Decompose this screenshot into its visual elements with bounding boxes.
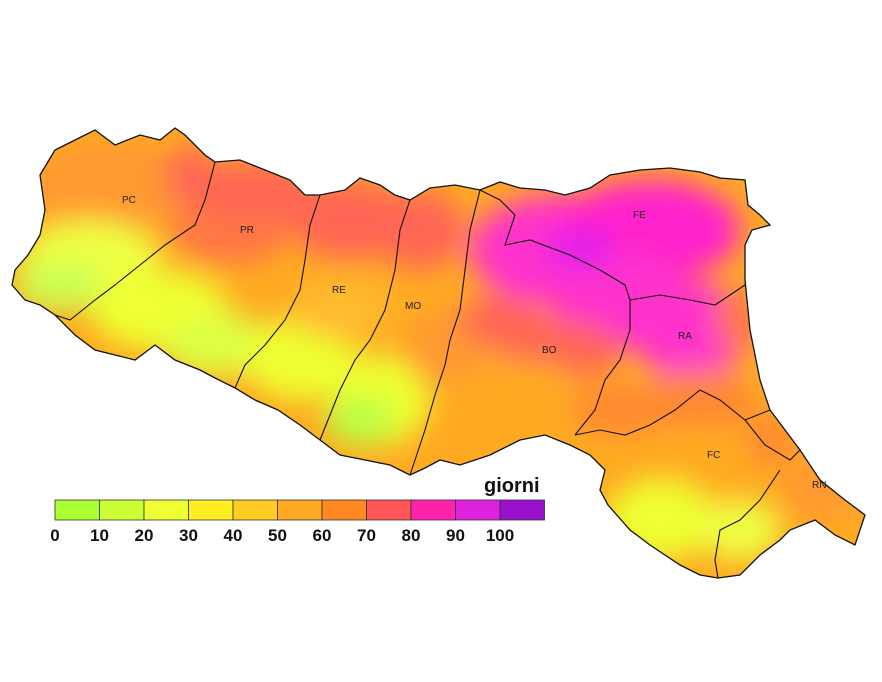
- legend-tick-6: 60: [313, 526, 332, 545]
- legend-box-3: [188, 499, 234, 521]
- legend-color-boxes: [54, 499, 545, 521]
- legend-tick-3: 30: [179, 526, 198, 545]
- legend-tick-9: 90: [446, 526, 465, 545]
- province-labels: PC PR RE MO BO FE RA FC RN: [122, 195, 826, 491]
- province-label-ra: RA: [678, 331, 692, 342]
- legend-tick-7: 70: [357, 526, 376, 545]
- legend-box-10: [499, 499, 545, 521]
- legend-box-6: [321, 499, 367, 521]
- legend-box-9: [455, 499, 501, 521]
- legend-tick-1: 10: [90, 526, 109, 545]
- legend-tick-8: 80: [402, 526, 421, 545]
- legend-tick-0: 0: [50, 526, 59, 545]
- color-legend: giorni 0 10 20 30 40 50 60 70 80 90 100: [50, 475, 545, 545]
- legend-tick-5: 50: [268, 526, 287, 545]
- legend-tick-4: 40: [224, 526, 243, 545]
- legend-tick-labels: 0 10 20 30 40 50 60 70 80 90 100: [50, 526, 514, 545]
- province-label-fe: FE: [633, 210, 646, 221]
- legend-box-2: [143, 499, 189, 521]
- legend-box-8: [410, 499, 456, 521]
- legend-box-1: [99, 499, 145, 521]
- province-label-bo: BO: [542, 345, 557, 356]
- province-label-rn: RN: [812, 480, 826, 491]
- legend-title: giorni: [484, 475, 540, 497]
- province-label-pc: PC: [122, 195, 136, 206]
- province-label-pr: PR: [240, 225, 254, 236]
- region-outline: [11, 127, 866, 579]
- province-label-mo: MO: [405, 301, 421, 312]
- province-borders: [54, 161, 801, 579]
- province-label-fc: FC: [707, 450, 720, 461]
- legend-tick-2: 20: [135, 526, 154, 545]
- legend-tick-10: 100: [486, 526, 514, 545]
- legend-box-7: [366, 499, 412, 521]
- legend-box-5: [277, 499, 323, 521]
- province-label-re: RE: [332, 285, 346, 296]
- legend-box-4: [232, 499, 278, 521]
- legend-box-0: [54, 499, 100, 521]
